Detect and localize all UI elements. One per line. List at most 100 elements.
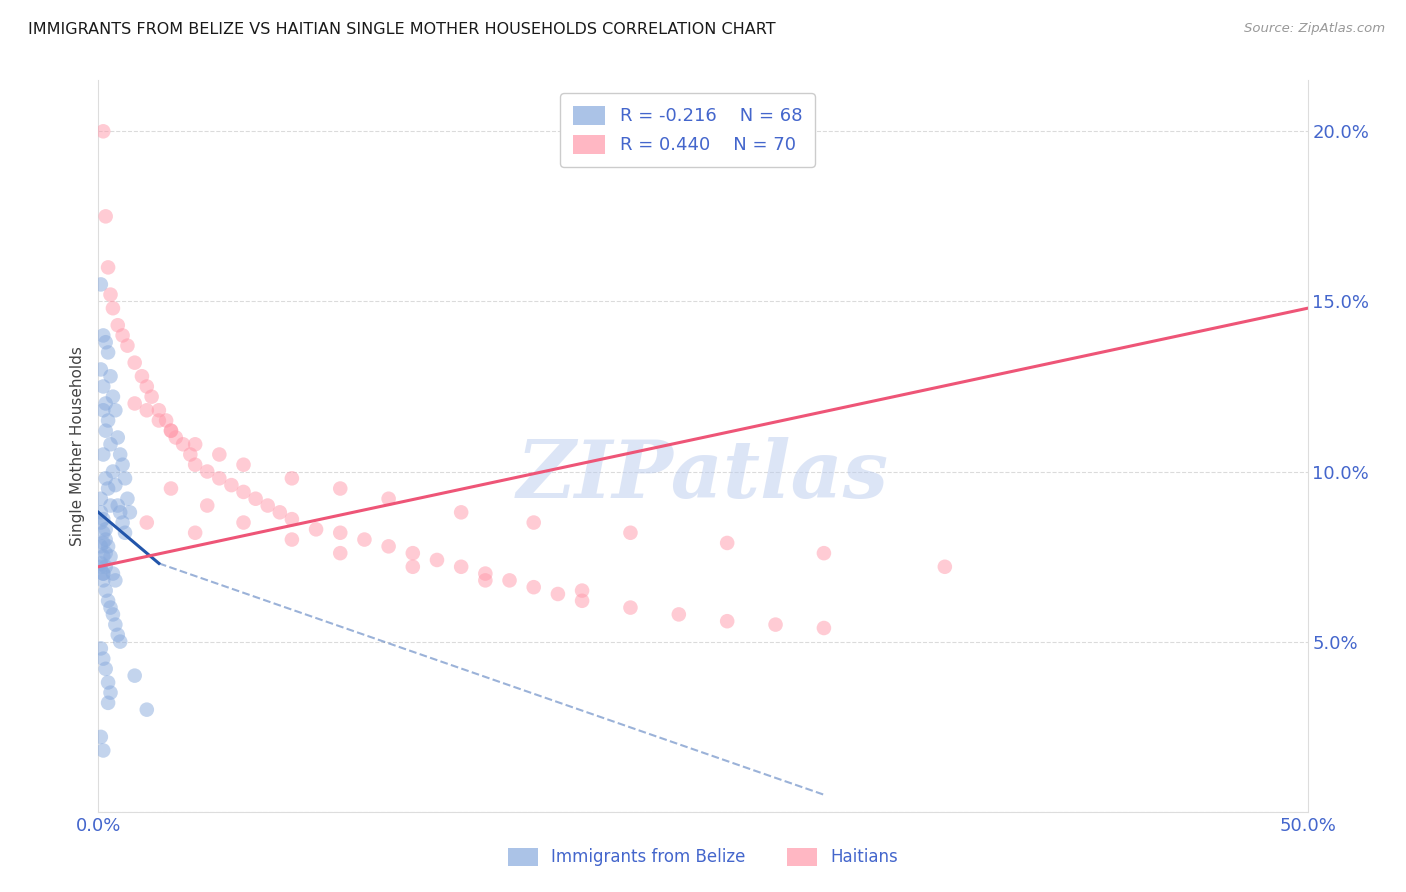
Point (91, 525, 114, 540)
Point (94, 662, 117, 676)
Point (160, 424, 183, 438)
Point (90, 557, 112, 571)
Point (281, 471, 304, 485)
Point (90, 516, 112, 530)
Point (232, 484, 254, 499)
Point (402, 559, 425, 574)
Point (91, 536, 114, 550)
Point (281, 512, 304, 526)
Point (90, 730, 112, 744)
Point (135, 516, 157, 530)
Point (94, 210, 117, 224)
Y-axis label: Single Mother Households: Single Mother Households (70, 346, 86, 546)
Point (91, 403, 114, 417)
Point (107, 430, 129, 444)
Point (104, 403, 127, 417)
Point (117, 338, 139, 352)
Point (281, 533, 304, 547)
Point (108, 448, 131, 462)
Point (124, 668, 146, 682)
Point (104, 617, 127, 632)
Point (208, 471, 231, 485)
Point (111, 516, 134, 530)
Point (91, 549, 114, 564)
Point (221, 478, 243, 492)
Legend: Immigrants from Belize, Haitians: Immigrants from Belize, Haitians (501, 841, 905, 873)
Point (232, 458, 254, 472)
Point (101, 390, 124, 404)
Point (160, 424, 183, 438)
Point (91, 328, 114, 343)
Point (523, 516, 546, 530)
Point (94, 533, 117, 547)
Point (90, 505, 112, 519)
Point (716, 614, 738, 628)
Point (813, 546, 835, 560)
Point (179, 448, 201, 462)
Point (90, 641, 112, 656)
Point (184, 525, 207, 540)
Point (97, 594, 120, 608)
Point (155, 413, 177, 427)
Point (184, 437, 207, 451)
Point (474, 566, 496, 581)
Point (245, 491, 267, 506)
Point (101, 301, 124, 316)
Point (97, 540, 120, 554)
Point (91, 651, 114, 665)
Point (94, 522, 117, 536)
Text: Source: ZipAtlas.com: Source: ZipAtlas.com (1244, 22, 1385, 36)
Point (523, 580, 546, 594)
Point (329, 482, 352, 496)
Point (94, 559, 117, 574)
Point (165, 430, 187, 444)
Point (765, 617, 787, 632)
Point (104, 574, 127, 588)
Point (160, 482, 183, 496)
Point (208, 448, 231, 462)
Point (148, 413, 170, 427)
Point (232, 516, 254, 530)
Point (114, 471, 136, 485)
Point (91, 512, 114, 526)
Point (91, 566, 114, 581)
Point (716, 536, 738, 550)
Text: IMMIGRANTS FROM BELIZE VS HAITIAN SINGLE MOTHER HOUSEHOLDS CORRELATION CHART: IMMIGRANTS FROM BELIZE VS HAITIAN SINGLE… (28, 22, 776, 37)
Point (124, 356, 146, 370)
Point (100, 686, 122, 700)
Point (329, 546, 352, 560)
Point (91, 566, 114, 581)
Point (135, 703, 157, 717)
Point (571, 594, 593, 608)
Point (97, 413, 120, 427)
Point (94, 424, 117, 438)
Point (91, 379, 114, 393)
Point (184, 458, 207, 472)
Point (90, 540, 112, 554)
Point (269, 505, 291, 519)
Point (135, 379, 157, 393)
Point (91, 124, 114, 138)
Point (97, 482, 120, 496)
Point (107, 499, 129, 513)
Point (813, 621, 835, 635)
Point (94, 335, 117, 350)
Point (94, 583, 117, 598)
Point (101, 607, 124, 622)
Point (107, 318, 129, 333)
Point (97, 345, 120, 359)
Point (100, 549, 122, 564)
Point (97, 260, 120, 275)
Point (426, 553, 449, 567)
Point (94, 471, 117, 485)
Point (107, 628, 129, 642)
Point (114, 525, 136, 540)
Point (934, 559, 956, 574)
Point (91, 574, 114, 588)
Point (450, 505, 472, 519)
Point (100, 437, 122, 451)
Point (108, 505, 131, 519)
Point (111, 328, 134, 343)
Point (90, 277, 112, 292)
Point (100, 369, 122, 384)
